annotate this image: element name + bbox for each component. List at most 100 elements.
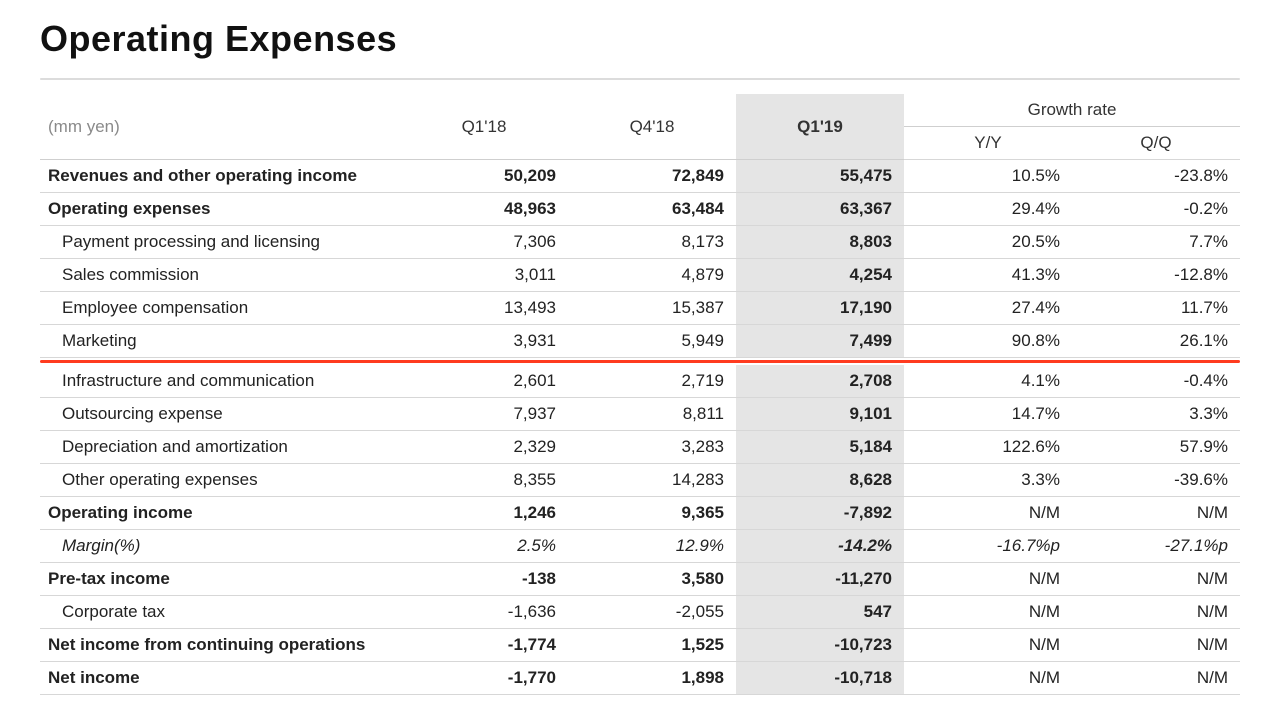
cell-yy: 41.3% (904, 259, 1072, 292)
page: Operating Expenses (mm yen) Q1'18 Q4'18 … (0, 0, 1280, 705)
cell-yy: 122.6% (904, 431, 1072, 464)
cell-qq: N/M (1072, 629, 1240, 662)
cell-q1_19: 7,499 (736, 325, 904, 358)
cell-q1_18: 2.5% (400, 530, 568, 563)
cell-q4_18: 5,949 (568, 325, 736, 358)
cell-yy: 3.3% (904, 464, 1072, 497)
cell-q4_18: 12.9% (568, 530, 736, 563)
cell-q4_18: 3,283 (568, 431, 736, 464)
table-row: Corporate tax-1,636-2,055547N/MN/M (40, 596, 1240, 629)
cell-q1_19: -11,270 (736, 563, 904, 596)
table-row: Outsourcing expense7,9378,8119,10114.7%3… (40, 398, 1240, 431)
cell-q1_18: 2,601 (400, 365, 568, 398)
col-q1-19: Q1'19 (736, 94, 904, 160)
cell-q4_18: 15,387 (568, 292, 736, 325)
cell-q1_19: -14.2% (736, 530, 904, 563)
cell-q1_18: 3,931 (400, 325, 568, 358)
row-label: Employee compensation (40, 292, 400, 325)
row-label: Marketing (40, 325, 400, 358)
table-row: Marketing3,9315,9497,49990.8%26.1% (40, 325, 1240, 358)
row-label: Payment processing and licensing (40, 226, 400, 259)
cell-yy: N/M (904, 596, 1072, 629)
cell-yy: 14.7% (904, 398, 1072, 431)
row-label: Pre-tax income (40, 563, 400, 596)
row-label: Infrastructure and communication (40, 365, 400, 398)
cell-q1_18: 7,937 (400, 398, 568, 431)
col-qq: Q/Q (1072, 127, 1240, 160)
cell-q1_19: 63,367 (736, 193, 904, 226)
cell-q1_18: 2,329 (400, 431, 568, 464)
cell-q1_18: -138 (400, 563, 568, 596)
cell-qq: -0.4% (1072, 365, 1240, 398)
cell-q1_19: 9,101 (736, 398, 904, 431)
cell-q4_18: 14,283 (568, 464, 736, 497)
cell-q1_19: 55,475 (736, 160, 904, 193)
table-row: Net income from continuing operations-1,… (40, 629, 1240, 662)
cell-q1_18: 1,246 (400, 497, 568, 530)
col-yy: Y/Y (904, 127, 1072, 160)
cell-q1_19: 8,803 (736, 226, 904, 259)
cell-q1_19: -10,723 (736, 629, 904, 662)
cell-q4_18: 2,719 (568, 365, 736, 398)
cell-qq: -12.8% (1072, 259, 1240, 292)
cell-yy: N/M (904, 662, 1072, 695)
cell-q1_18: 50,209 (400, 160, 568, 193)
table-row: Margin(%)2.5%12.9%-14.2%-16.7%p-27.1%p (40, 530, 1240, 563)
row-label: Margin(%) (40, 530, 400, 563)
table-row: Revenues and other operating income50,20… (40, 160, 1240, 193)
cell-qq: -0.2% (1072, 193, 1240, 226)
cell-q1_19: 547 (736, 596, 904, 629)
cell-q1_18: -1,774 (400, 629, 568, 662)
row-label: Sales commission (40, 259, 400, 292)
cell-qq: N/M (1072, 596, 1240, 629)
cell-q4_18: 72,849 (568, 160, 736, 193)
col-growth-header: Growth rate (904, 94, 1240, 127)
cell-q1_18: 3,011 (400, 259, 568, 292)
cell-qq: 3.3% (1072, 398, 1240, 431)
cell-q1_19: 17,190 (736, 292, 904, 325)
cell-yy: 29.4% (904, 193, 1072, 226)
cell-qq: N/M (1072, 563, 1240, 596)
cell-q1_18: 48,963 (400, 193, 568, 226)
cell-qq: -23.8% (1072, 160, 1240, 193)
row-label: Corporate tax (40, 596, 400, 629)
cell-q1_19: 4,254 (736, 259, 904, 292)
row-label: Net income from continuing operations (40, 629, 400, 662)
cell-yy: 20.5% (904, 226, 1072, 259)
table-row: Operating expenses48,96363,48463,36729.4… (40, 193, 1240, 226)
cell-qq: 26.1% (1072, 325, 1240, 358)
cell-yy: 90.8% (904, 325, 1072, 358)
cell-qq: N/M (1072, 662, 1240, 695)
col-q1-18: Q1'18 (400, 94, 568, 160)
cell-q1_19: 5,184 (736, 431, 904, 464)
red-divider (40, 358, 1240, 366)
cell-yy: 4.1% (904, 365, 1072, 398)
cell-q4_18: 3,580 (568, 563, 736, 596)
cell-q1_19: 2,708 (736, 365, 904, 398)
table-row: Payment processing and licensing7,3068,1… (40, 226, 1240, 259)
cell-q1_18: -1,770 (400, 662, 568, 695)
cell-yy: N/M (904, 497, 1072, 530)
table-body: Revenues and other operating income50,20… (40, 160, 1240, 695)
cell-yy: -16.7%p (904, 530, 1072, 563)
cell-q4_18: 8,811 (568, 398, 736, 431)
unit-label: (mm yen) (40, 94, 400, 160)
cell-q4_18: 1,898 (568, 662, 736, 695)
cell-qq: -39.6% (1072, 464, 1240, 497)
cell-q1_18: 7,306 (400, 226, 568, 259)
cell-q4_18: 8,173 (568, 226, 736, 259)
cell-q1_18: -1,636 (400, 596, 568, 629)
cell-yy: 10.5% (904, 160, 1072, 193)
cell-q1_19: -10,718 (736, 662, 904, 695)
cell-yy: 27.4% (904, 292, 1072, 325)
cell-q1_18: 13,493 (400, 292, 568, 325)
table-row: Other operating expenses8,35514,2838,628… (40, 464, 1240, 497)
row-label: Revenues and other operating income (40, 160, 400, 193)
cell-q4_18: 1,525 (568, 629, 736, 662)
cell-q4_18: 9,365 (568, 497, 736, 530)
row-label: Net income (40, 662, 400, 695)
cell-q4_18: 63,484 (568, 193, 736, 226)
cell-q4_18: 4,879 (568, 259, 736, 292)
page-title: Operating Expenses (40, 18, 1240, 60)
financial-table: (mm yen) Q1'18 Q4'18 Q1'19 Growth rate Y… (40, 94, 1240, 695)
